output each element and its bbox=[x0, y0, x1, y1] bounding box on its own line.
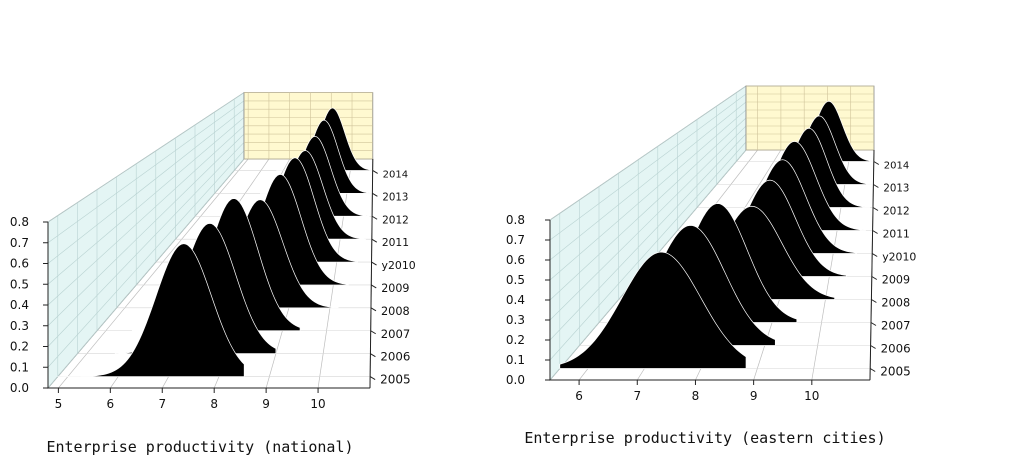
y-tick-label: 0.5 bbox=[506, 273, 525, 287]
depth-tick-label: 2006 bbox=[380, 350, 410, 364]
x-tick-label: 5 bbox=[55, 397, 63, 411]
depth-tick-label: 2011 bbox=[382, 236, 409, 249]
depth-tick-label: 2014 bbox=[884, 161, 909, 172]
depth-tick-mark bbox=[371, 284, 377, 289]
side-wall-gridline bbox=[549, 101, 747, 261]
floor-gridline bbox=[58, 158, 249, 389]
side-wall-gridline bbox=[549, 141, 747, 361]
density-ridge-2005 bbox=[559, 251, 747, 369]
depth-tick-mark bbox=[871, 299, 877, 303]
side-wall-gridline bbox=[47, 133, 245, 326]
chart-panel-national: 5 6 7 8 9 10 0.0 0.1 0.2 0.3 0.4 0.5 0.6 0.7 0.8 2005 20… bbox=[10, 91, 416, 456]
y-tick-label: 0.1 bbox=[10, 360, 29, 374]
side-wall-gridline bbox=[47, 92, 245, 223]
x-tick-label: 8 bbox=[210, 397, 218, 411]
y-tick-label: 0.0 bbox=[10, 381, 29, 395]
depth-tick-label: 2013 bbox=[883, 184, 909, 195]
y-tick-label: 0.7 bbox=[10, 236, 29, 250]
y-tick-label: 0.3 bbox=[10, 319, 29, 333]
depth-tick-mark bbox=[372, 170, 378, 174]
y-tick-label: 0.2 bbox=[506, 333, 525, 347]
depth-axis-line bbox=[369, 158, 374, 389]
depth-tick-mark bbox=[371, 215, 378, 220]
depth-tick-mark bbox=[871, 253, 878, 257]
depth-tick-mark bbox=[371, 238, 378, 243]
side-wall-gridline bbox=[47, 100, 245, 243]
y-tick-label: 0.5 bbox=[10, 277, 29, 291]
depth-tick-label: 2009 bbox=[882, 274, 910, 287]
depth-tick-label: 2014 bbox=[383, 169, 408, 180]
depth-tick-label: 2009 bbox=[381, 282, 409, 295]
chart-panel-eastern: 6 7 8 9 10 0.0 0.1 0.2 0.3 0.4 0.5 0.6 0.7 0.8 2005 200… bbox=[506, 85, 916, 447]
depth-tick-label: y2010 bbox=[882, 251, 916, 264]
y-tick-label: 0.3 bbox=[506, 313, 525, 327]
depth-tick-mark bbox=[870, 322, 877, 326]
depth-tick-label: y2010 bbox=[382, 259, 416, 272]
depth-tick-mark bbox=[871, 276, 878, 280]
y-tick-label: 0.6 bbox=[10, 257, 29, 271]
depth-tick-mark bbox=[873, 161, 880, 165]
depth-tick-label: 2008 bbox=[881, 297, 910, 310]
side-wall-gridline bbox=[47, 117, 245, 285]
depth-tick-mark bbox=[372, 192, 378, 197]
depth-tick-mark bbox=[872, 230, 878, 234]
y-tick-label: 0.4 bbox=[10, 298, 29, 312]
depth-tick-mark bbox=[870, 345, 876, 349]
side-wall-gridline bbox=[549, 125, 747, 321]
depth-tick-label: 2005 bbox=[380, 373, 411, 387]
side-wall-gridline bbox=[549, 133, 747, 341]
x-tick-label: 9 bbox=[750, 389, 758, 403]
depth-tick-mark bbox=[371, 261, 377, 266]
x-tick-label: 7 bbox=[158, 397, 166, 411]
y-tick-label: 0.7 bbox=[506, 233, 525, 247]
x-tick-label: 10 bbox=[804, 389, 819, 403]
x-axis-title: Enterprise productivity (eastern cities) bbox=[524, 429, 885, 447]
depth-tick-mark bbox=[370, 330, 376, 335]
depth-tick-mark bbox=[370, 353, 376, 358]
y-tick-label: 0.4 bbox=[506, 293, 525, 307]
side-wall-gridline bbox=[47, 125, 245, 306]
floor-gridline bbox=[317, 158, 353, 389]
depth-tick-label: 2007 bbox=[881, 319, 911, 333]
x-tick-label: 6 bbox=[107, 397, 115, 411]
depth-tick-label: 2006 bbox=[881, 342, 911, 356]
depth-axis-line bbox=[869, 149, 875, 381]
depth-tick-label: 2008 bbox=[381, 305, 410, 318]
side-wall-gridline bbox=[47, 150, 245, 368]
depth-tick-label: 2012 bbox=[382, 214, 409, 226]
depth-tick-label: 2013 bbox=[382, 192, 408, 203]
depth-tick-label: 2011 bbox=[883, 228, 910, 241]
x-tick-label: 8 bbox=[692, 389, 700, 403]
side-wall-gridline bbox=[549, 117, 747, 301]
y-tick-label: 0.6 bbox=[506, 253, 525, 267]
density-ridge-2005 bbox=[57, 243, 245, 377]
depth-tick-label: 2005 bbox=[880, 365, 911, 379]
x-tick-label: 7 bbox=[633, 389, 641, 403]
depth-tick-mark bbox=[369, 376, 376, 380]
y-tick-label: 0.1 bbox=[506, 353, 525, 367]
depth-tick-label: 2007 bbox=[381, 327, 411, 341]
depth-tick-mark bbox=[869, 368, 876, 372]
y-tick-label: 0.0 bbox=[506, 373, 525, 387]
x-tick-label: 10 bbox=[310, 397, 325, 411]
side-wall-gridline bbox=[47, 108, 245, 264]
depth-tick-mark bbox=[370, 307, 377, 312]
x-tick-label: 9 bbox=[262, 397, 270, 411]
depth-tick-label: 2012 bbox=[883, 206, 910, 218]
depth-tick-mark bbox=[872, 207, 879, 211]
floor-gridline bbox=[811, 149, 852, 381]
y-tick-label: 0.8 bbox=[10, 215, 29, 229]
side-wall-gridline bbox=[549, 109, 747, 281]
side-wall-gridline bbox=[47, 158, 245, 389]
side-wall-gridline bbox=[47, 142, 245, 347]
depth-tick-mark bbox=[873, 184, 879, 188]
side-wall-gridline bbox=[549, 85, 747, 221]
x-axis-title: Enterprise productivity (national) bbox=[46, 438, 353, 456]
x-tick-label: 6 bbox=[575, 389, 583, 403]
side-wall-gridline bbox=[549, 93, 747, 241]
y-tick-label: 0.2 bbox=[10, 340, 29, 354]
y-tick-label: 0.8 bbox=[506, 213, 525, 227]
